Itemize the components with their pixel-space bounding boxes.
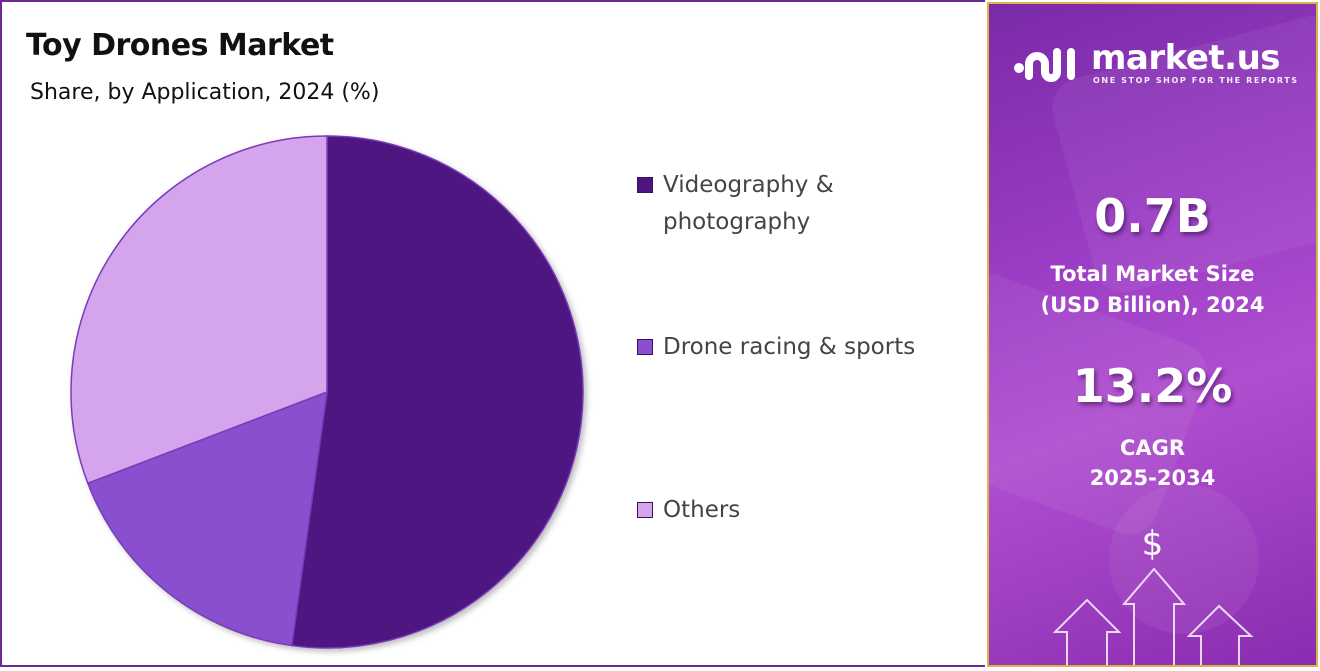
legend-label: Others: [663, 497, 741, 523]
pie-slice-others: [70, 135, 328, 485]
arrow-up-icon: [1052, 567, 1254, 665]
chart-subtitle: Share, by Application, 2024 (%): [30, 80, 380, 105]
chart-panel: Toy Drones Market Share, by Application,…: [0, 0, 985, 667]
brand-logo: market.us ONE STOP SHOP FOR THE REPORTS: [1013, 38, 1303, 92]
cagr-period: 2025-2034: [1089, 466, 1216, 490]
market-size-value: 0.7B: [1094, 189, 1211, 243]
pie-slice-videography-photography: [290, 135, 584, 649]
brand-name: market.us: [1091, 38, 1281, 78]
dollar-icon: $: [1141, 524, 1164, 564]
market-size-label: Total Market Size: [1050, 262, 1255, 286]
legend-swatch: [637, 339, 653, 355]
logo-icon: [1014, 48, 1075, 82]
legend-label: photography: [663, 209, 811, 235]
legend-swatch: [637, 177, 653, 193]
pie-slice-drone-racing-sports: [86, 390, 328, 647]
legend-label: Videography &: [663, 172, 834, 198]
pie-chart: [70, 135, 584, 649]
cagr-label: CAGR: [1119, 436, 1186, 460]
cagr-value: 13.2%: [1072, 359, 1233, 413]
summary-panel: market.us ONE STOP SHOP FOR THE REPORTS …: [987, 2, 1318, 667]
brand-tagline: ONE STOP SHOP FOR THE REPORTS: [1093, 76, 1299, 85]
legend-label: Drone racing & sports: [663, 334, 916, 360]
legend-swatch: [637, 502, 653, 518]
market-size-label: (USD Billion), 2024: [1040, 293, 1265, 317]
chart-title: Toy Drones Market: [26, 28, 334, 63]
